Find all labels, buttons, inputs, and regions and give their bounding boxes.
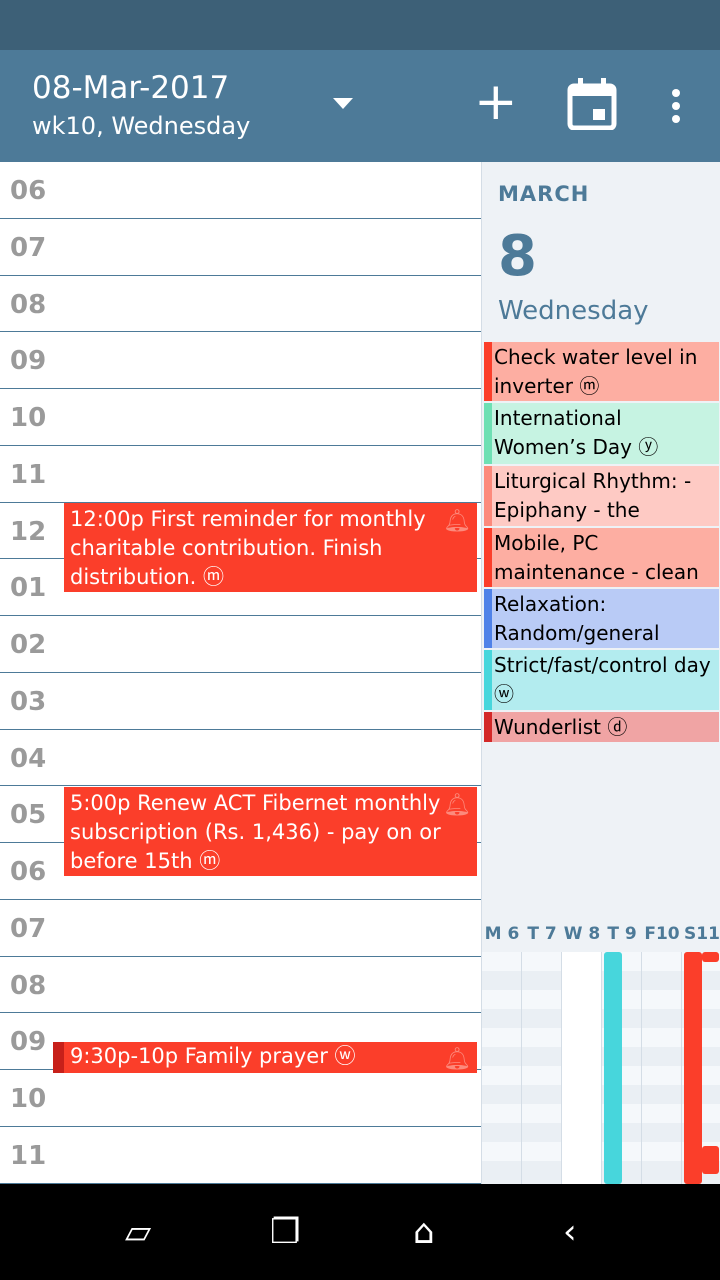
week-day-label[interactable]: S11 bbox=[684, 924, 720, 944]
week-column[interactable] bbox=[602, 952, 642, 1184]
event-bar[interactable] bbox=[684, 952, 702, 1184]
hour-label: 10 bbox=[10, 1084, 47, 1114]
hour-label: 08 bbox=[10, 289, 47, 320]
hour-row[interactable]: 06 bbox=[0, 843, 481, 900]
week-column[interactable] bbox=[562, 952, 602, 1184]
hour-row[interactable]: 09 bbox=[0, 332, 481, 390]
event-bar[interactable] bbox=[702, 952, 719, 962]
all-day-event[interactable]: Liturgical Rhythm: - Epiphany - the bbox=[484, 466, 719, 526]
hour-row[interactable]: 10 bbox=[0, 1070, 481, 1127]
chevron-down-icon[interactable] bbox=[333, 98, 353, 109]
bell-icon: 🔔︎ bbox=[443, 509, 471, 534]
event-bar[interactable] bbox=[604, 952, 622, 1184]
hour-label: 06 bbox=[10, 857, 47, 887]
hour-label: 02 bbox=[10, 630, 47, 660]
hour-label: 04 bbox=[10, 743, 47, 774]
all-day-event[interactable]: International Women’s Day ⓨ bbox=[484, 403, 719, 464]
hour-label: 12 bbox=[10, 516, 47, 547]
hour-label: 07 bbox=[10, 232, 47, 263]
color-bar bbox=[484, 528, 492, 587]
hour-label: 11 bbox=[10, 1140, 47, 1171]
hour-row[interactable]: 11 bbox=[0, 446, 481, 503]
week-subtitle[interactable]: wk10, Wednesday bbox=[32, 112, 251, 140]
event-text: 5:00p Renew ACT Fibernet monthly subscri… bbox=[70, 791, 441, 873]
hour-row[interactable]: 07 bbox=[0, 900, 481, 957]
hour-label: 11 bbox=[10, 459, 47, 490]
timed-event[interactable]: 12:00p First reminder for monthly charit… bbox=[64, 503, 477, 592]
day-timeline[interactable]: 06 07 08 09 10 11 12 01 02 03 04 05 06 07 08 09 10 11 12:0… bbox=[0, 162, 481, 1184]
event-text: 12:00p First reminder for monthly charit… bbox=[70, 507, 426, 589]
recent-apps-icon[interactable]: ❐ bbox=[270, 1212, 301, 1252]
screen-rotate-icon[interactable]: ▱ bbox=[125, 1212, 152, 1252]
all-day-event[interactable]: Wunderlist ⓓ bbox=[484, 712, 719, 742]
plus-icon[interactable]: + bbox=[474, 72, 518, 132]
hour-label: 01 bbox=[10, 573, 47, 604]
day-number: 8 bbox=[498, 224, 537, 289]
all-day-event[interactable]: Relaxation: Random/general bbox=[484, 589, 719, 648]
hour-label: 10 bbox=[10, 403, 47, 433]
hour-row[interactable]: 11 bbox=[0, 1127, 481, 1184]
color-bar bbox=[484, 650, 492, 710]
hour-row[interactable]: 03 bbox=[0, 673, 481, 730]
color-bar bbox=[484, 589, 492, 648]
home-icon[interactable]: ⌂ bbox=[413, 1212, 435, 1252]
hour-row[interactable]: 10 bbox=[0, 389, 481, 446]
color-bar bbox=[484, 466, 492, 526]
app-bar: 08-Mar-2017 wk10, Wednesday + bbox=[0, 50, 720, 162]
all-day-event[interactable]: Check water level in inverter ⓜ bbox=[484, 342, 719, 401]
week-column[interactable] bbox=[522, 952, 562, 1184]
color-bar bbox=[484, 712, 492, 742]
timed-event[interactable]: 5:00p Renew ACT Fibernet monthly subscri… bbox=[64, 787, 477, 876]
event-text: 9:30p-10p Family prayer ⓦ bbox=[70, 1044, 356, 1068]
event-text: Liturgical Rhythm: - Epiphany - the bbox=[494, 469, 692, 522]
color-bar bbox=[484, 342, 492, 401]
hour-label: 03 bbox=[10, 686, 47, 717]
bell-icon: 🔔︎ bbox=[443, 793, 471, 818]
event-text: Relaxation: Random/general bbox=[494, 592, 660, 645]
status-bar bbox=[0, 0, 720, 50]
event-text: International Women’s Day ⓨ bbox=[494, 406, 659, 459]
date-title[interactable]: 08-Mar-2017 bbox=[32, 70, 230, 106]
event-text: Check water level in inverter ⓜ bbox=[494, 345, 698, 398]
event-text: Wunderlist ⓓ bbox=[494, 715, 628, 739]
navigation-bar: ▱ ❐ ⌂ ‹ bbox=[0, 1184, 720, 1280]
hour-row[interactable]: 06 bbox=[0, 162, 481, 219]
hour-label: 07 bbox=[10, 913, 47, 944]
hour-label: 06 bbox=[10, 176, 47, 206]
back-icon[interactable]: ‹ bbox=[563, 1212, 577, 1252]
event-marker bbox=[53, 1042, 64, 1073]
week-day-label[interactable]: F10 bbox=[644, 924, 680, 944]
week-day-label[interactable]: W 8 bbox=[563, 924, 601, 944]
hour-row[interactable]: 08 bbox=[0, 957, 481, 1014]
bell-icon: 🔔︎ bbox=[443, 1047, 471, 1072]
color-bar bbox=[484, 403, 492, 464]
hour-row[interactable]: 04 bbox=[0, 730, 481, 787]
week-day-label[interactable]: T 7 bbox=[527, 924, 557, 944]
all-day-event[interactable]: Strict/fast/control day ⓦ bbox=[484, 650, 719, 710]
hour-label: 09 bbox=[10, 346, 47, 377]
day-side-panel: MARCH 8 Wednesday Check water level in i… bbox=[481, 162, 720, 1184]
week-day-label[interactable]: M 6 bbox=[484, 924, 520, 944]
event-bar[interactable] bbox=[702, 1146, 719, 1174]
week-mini-grid[interactable]: M 6 T 7 W 8 T 9 F10 S11 bbox=[482, 924, 720, 1184]
weekday-label: Wednesday bbox=[498, 296, 649, 326]
hour-row[interactable]: 01 bbox=[0, 559, 481, 617]
all-day-event[interactable]: Mobile, PC maintenance - clean bbox=[484, 528, 719, 587]
hour-label: 09 bbox=[10, 1027, 47, 1058]
hour-label: 08 bbox=[10, 970, 47, 1001]
week-column[interactable] bbox=[642, 952, 682, 1184]
month-label: MARCH bbox=[498, 182, 590, 206]
week-column[interactable] bbox=[482, 952, 522, 1184]
week-day-label[interactable]: T 9 bbox=[607, 924, 637, 944]
hour-label: 05 bbox=[10, 800, 47, 831]
hour-row[interactable]: 07 bbox=[0, 219, 481, 276]
more-vert-icon[interactable] bbox=[670, 88, 682, 124]
hour-row[interactable]: 08 bbox=[0, 276, 481, 333]
hour-row[interactable]: 02 bbox=[0, 616, 481, 673]
event-text: Mobile, PC maintenance - clean bbox=[494, 531, 699, 584]
event-text: Strict/fast/control day ⓦ bbox=[494, 653, 711, 706]
timed-event[interactable]: 9:30p-10p Family prayer ⓦ 🔔︎ bbox=[64, 1042, 477, 1073]
calendar-icon[interactable] bbox=[567, 78, 617, 130]
